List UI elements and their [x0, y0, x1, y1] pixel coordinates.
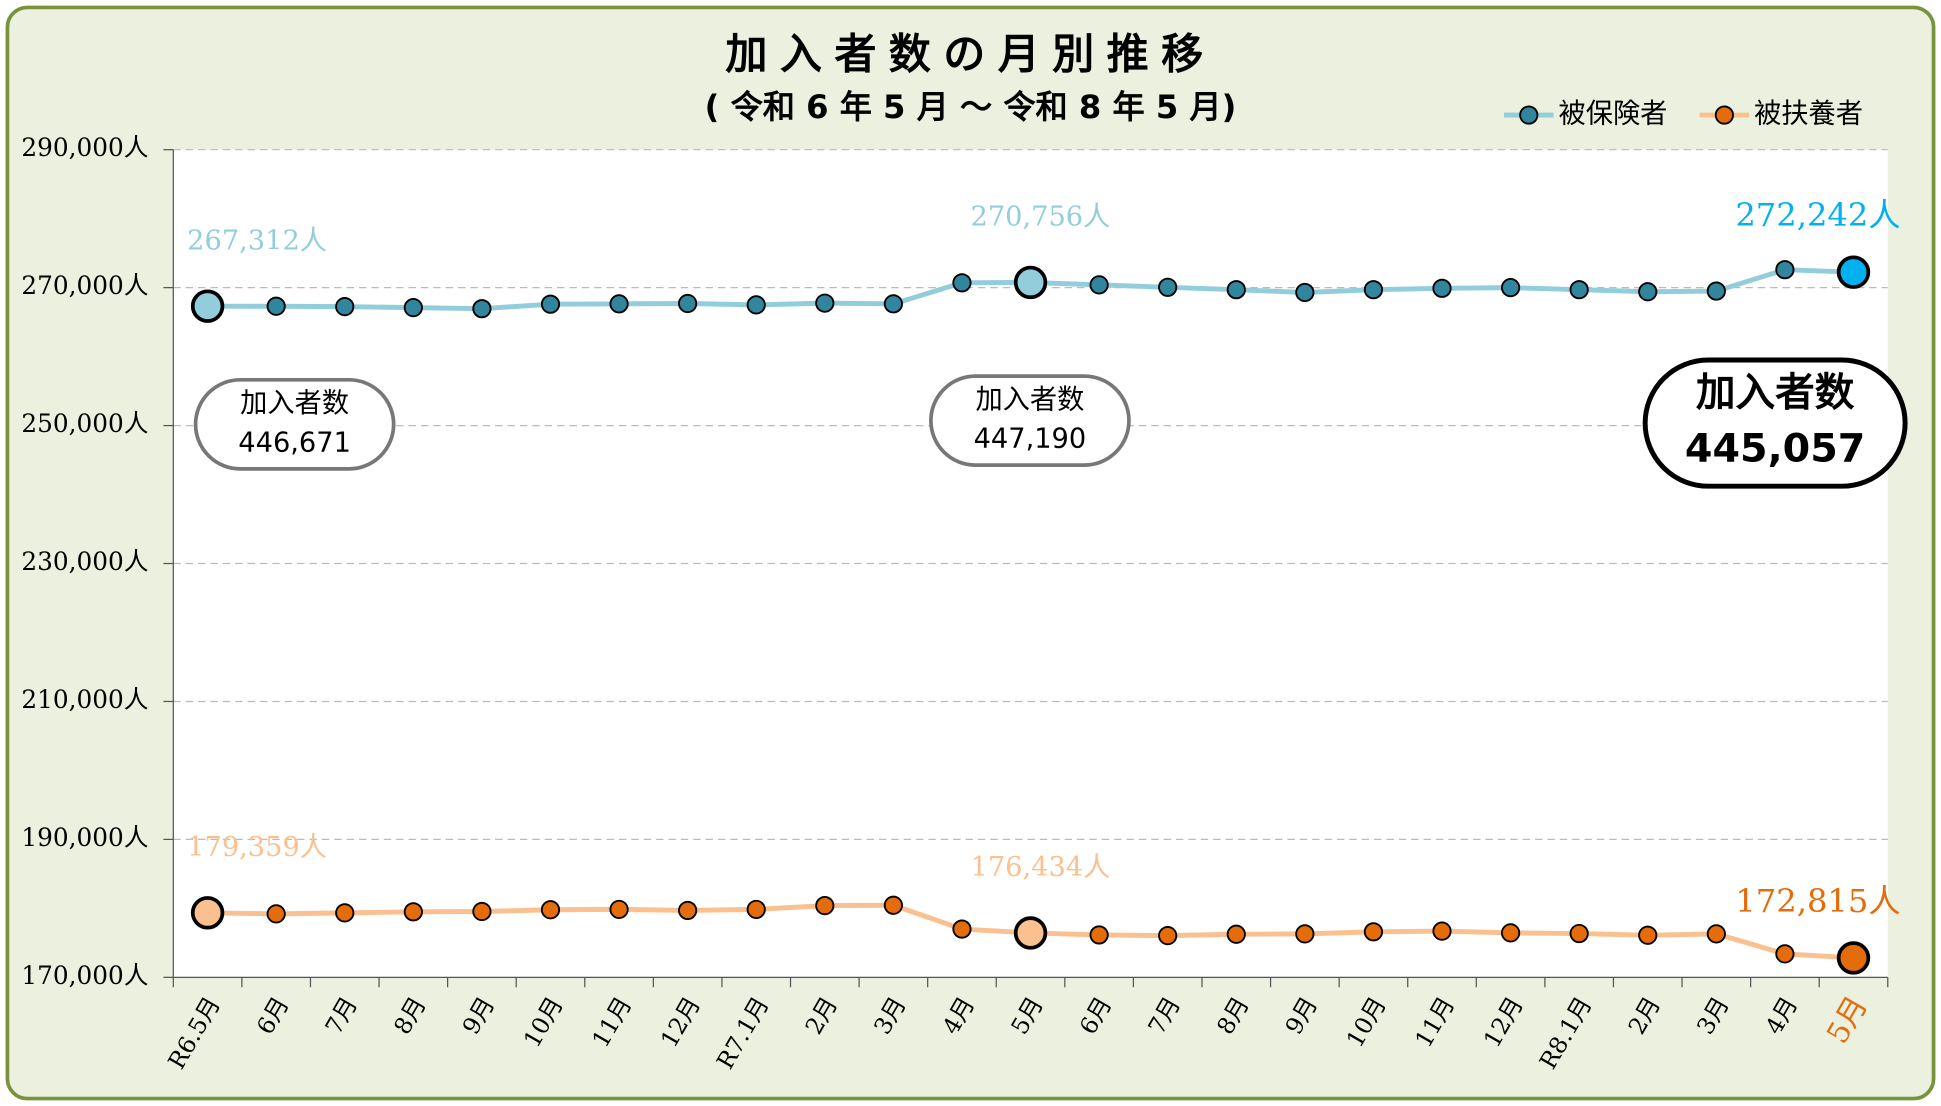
point	[1638, 925, 1658, 945]
point	[1158, 926, 1178, 946]
point	[266, 904, 286, 924]
data-label: 267,312人	[187, 225, 327, 256]
point	[1775, 260, 1795, 280]
point	[403, 298, 423, 318]
y-tick-label: 210,000人	[21, 685, 148, 714]
point	[1432, 921, 1452, 941]
data-label: 272,242人	[1735, 196, 1900, 234]
point	[746, 295, 766, 315]
point	[815, 896, 835, 916]
point	[1363, 280, 1384, 300]
point	[335, 297, 355, 317]
point	[1569, 923, 1589, 944]
point	[1226, 280, 1246, 300]
annotation-value: 447,190	[974, 424, 1087, 455]
point	[609, 294, 629, 314]
y-tick-label: 230,000人	[21, 547, 148, 576]
legend-label: 被保険者	[1558, 99, 1667, 130]
annotation-label: 加入者数	[240, 388, 349, 419]
annotation-label: 加入者数	[1696, 370, 1855, 416]
y-tick-label: 190,000人	[21, 823, 148, 852]
point	[1836, 255, 1871, 289]
data-label: 172,815人	[1735, 882, 1900, 920]
point	[746, 899, 766, 919]
point	[1013, 265, 1048, 300]
point	[1432, 278, 1452, 298]
annotation-label: 加入者数	[975, 385, 1084, 416]
annotation-box	[1642, 357, 1908, 489]
point	[1836, 941, 1871, 975]
point	[472, 299, 492, 319]
point	[1706, 281, 1726, 301]
point	[1226, 924, 1246, 944]
y-tick-label: 270,000人	[21, 271, 148, 300]
point	[190, 289, 225, 323]
point	[678, 900, 698, 921]
point	[1363, 922, 1384, 942]
y-tick-label: 250,000人	[21, 409, 148, 438]
point	[1775, 944, 1795, 964]
point	[190, 896, 225, 930]
y-tick-label: 170,000人	[21, 961, 148, 990]
data-label: 179,359人	[187, 832, 327, 863]
point	[1500, 923, 1521, 943]
point	[1295, 282, 1315, 303]
legend-marker	[1714, 105, 1734, 125]
point	[266, 296, 286, 316]
data-label: 176,434人	[971, 852, 1111, 883]
point	[403, 902, 423, 922]
point	[1089, 275, 1109, 295]
point	[883, 294, 903, 314]
point	[1158, 277, 1178, 297]
point	[472, 901, 492, 922]
point	[335, 903, 355, 923]
data-label: 270,756人	[971, 202, 1111, 233]
chart-title: 加入者数の月別推移	[725, 29, 1215, 78]
point	[678, 293, 698, 314]
legend-label: 被扶養者	[1754, 99, 1863, 130]
annotation-box	[929, 374, 1131, 468]
legend-marker	[1519, 105, 1539, 125]
point	[1706, 924, 1726, 944]
point	[815, 293, 835, 313]
annotation-box	[193, 377, 396, 471]
point	[609, 899, 629, 919]
point	[540, 294, 561, 314]
point	[952, 919, 972, 939]
point	[540, 900, 561, 920]
chart-subtitle: ( 令和 6 年 5 月 ～ 令和 8 年 5 月)	[705, 88, 1237, 126]
point	[1569, 280, 1589, 300]
point	[883, 895, 903, 915]
point	[1089, 925, 1109, 945]
annotation-value: 446,671	[238, 427, 351, 458]
annotation-value: 445,057	[1685, 425, 1865, 471]
point	[1638, 282, 1658, 302]
y-tick-label: 290,000人	[21, 133, 148, 162]
point	[1500, 278, 1521, 298]
point	[1013, 916, 1048, 950]
point	[952, 273, 972, 293]
point	[1295, 924, 1315, 944]
